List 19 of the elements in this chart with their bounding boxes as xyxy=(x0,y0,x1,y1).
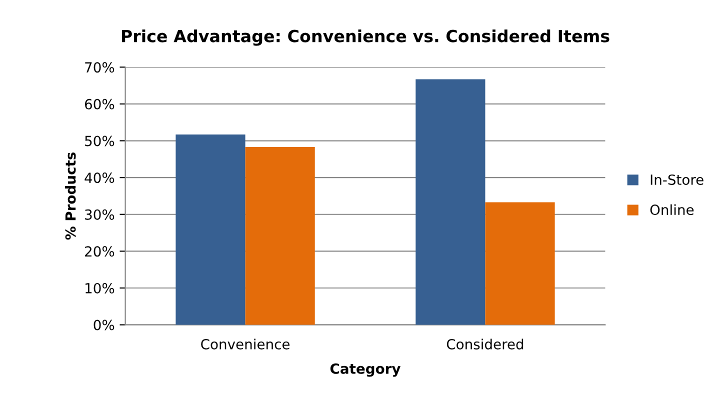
y-tick-label: 20% xyxy=(85,246,114,257)
y-tick-label: 60% xyxy=(84,98,114,110)
legend-label: Online xyxy=(650,204,694,216)
y-tick-label: 70% xyxy=(85,62,114,73)
x-tick-label: Considered xyxy=(446,338,524,350)
chart-title: Price Advantage: Convenience vs. Considered Items xyxy=(122,29,610,46)
y-tick-label: 0% xyxy=(94,320,114,330)
bar xyxy=(416,79,486,325)
x-tick-label: Convenience xyxy=(201,338,290,350)
y-tick-label: 10% xyxy=(86,282,114,294)
bar xyxy=(245,147,315,325)
y-tick-label: 40% xyxy=(84,172,114,184)
x-axis-title: Category xyxy=(330,363,401,377)
bar xyxy=(176,134,246,325)
y-tick-label: 30% xyxy=(85,209,114,220)
bar xyxy=(485,202,555,325)
legend-label: In-Store xyxy=(650,174,704,185)
y-tick-label: 50% xyxy=(85,136,114,146)
y-axis-title: % Products xyxy=(65,152,76,240)
